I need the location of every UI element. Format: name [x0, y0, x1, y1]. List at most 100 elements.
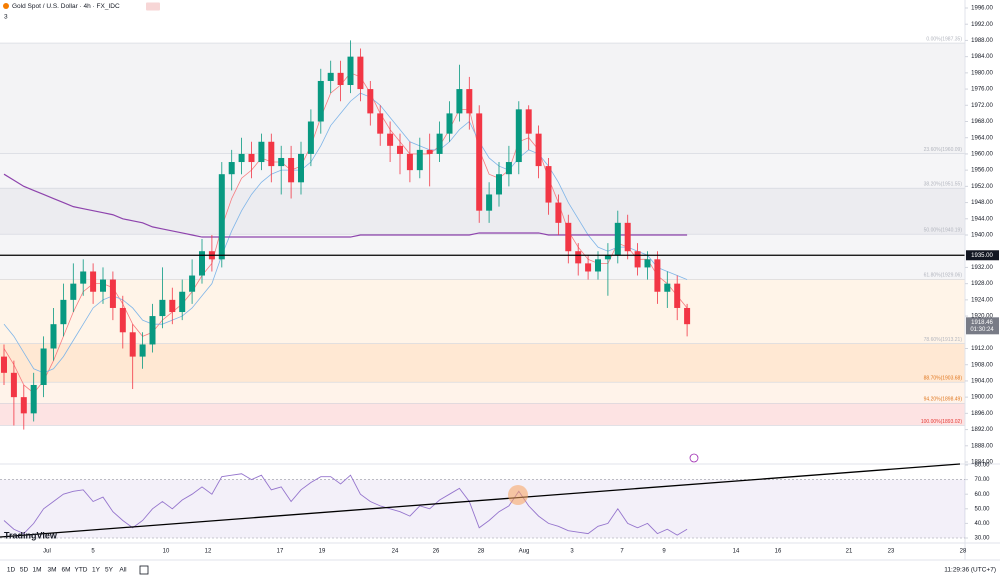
candle-body	[416, 149, 423, 171]
candle-body	[515, 109, 522, 163]
fib-label: 50.00%(1940.19)	[924, 228, 963, 234]
candle-body	[426, 149, 433, 154]
candle-body	[298, 153, 304, 183]
y-tick-label: 1980.00	[971, 70, 993, 76]
y-tick-label: 1884.00	[971, 460, 993, 466]
candle-body	[1, 356, 7, 373]
candle-body	[565, 222, 572, 252]
candle-body	[674, 283, 681, 308]
y-tick-label: 1888.00	[971, 443, 993, 449]
candle-body	[466, 89, 473, 114]
candle-body	[624, 222, 631, 252]
range-button[interactable]: 5D	[20, 567, 29, 574]
range-button[interactable]: 5Y	[105, 567, 114, 574]
y-tick-label: 1900.00	[971, 395, 993, 401]
candle-body	[525, 109, 532, 134]
candle-body	[60, 299, 67, 325]
x-tick-label: 24	[392, 549, 399, 555]
range-button[interactable]: 1M	[32, 567, 41, 574]
fib-zones: 0.00%(1987.35) 23.60%(1960.09) 38.20%(1951…	[0, 36, 965, 426]
y-tick-label: 30.00	[974, 536, 990, 542]
range-button[interactable]: YTD	[75, 567, 88, 574]
rsi-band	[0, 479, 965, 538]
y-tick-label: 1996.00	[971, 6, 993, 12]
candle-body	[456, 89, 463, 114]
range-button[interactable]: All	[119, 567, 127, 574]
candle-body	[614, 222, 621, 256]
toolbar: 1D 5D 1M 3M 6M YTD 1Y 5Y All	[7, 567, 127, 574]
y-tick-label: 1940.00	[971, 233, 993, 239]
symbol-icon	[3, 3, 9, 9]
market-badge[interactable]	[146, 2, 160, 11]
fib-zone	[0, 403, 965, 426]
fib-label: 78.60%(1913.21)	[924, 337, 963, 343]
candle-body	[585, 263, 592, 272]
candle-body	[575, 251, 582, 264]
candle-body	[535, 133, 542, 167]
y-tick-label: 1972.00	[971, 103, 993, 109]
y-tick-label: 1968.00	[971, 119, 993, 125]
candle-body	[406, 153, 413, 171]
candle-body	[476, 113, 483, 211]
y-tick-label: 1960.00	[971, 152, 993, 158]
clock: 11:29:36 (UTC+7)	[944, 567, 996, 574]
y-tick-label: 1908.00	[971, 362, 993, 368]
indicator-line	[3, 473, 688, 536]
fib-label: 100.00%(1893.02)	[921, 419, 962, 425]
candle-body	[248, 153, 255, 163]
x-tick-label: 14	[733, 549, 740, 555]
range-button[interactable]: 3M	[47, 567, 56, 574]
y-tick-label: 1928.00	[971, 281, 993, 287]
candle-body	[268, 141, 275, 167]
x-tick-label: 19	[319, 549, 326, 555]
date-range-icon[interactable]	[139, 565, 149, 575]
candle-body	[505, 162, 512, 175]
x-tick-label: 17	[277, 549, 284, 555]
candle-body	[169, 299, 176, 313]
x-tick-label: 16	[775, 549, 782, 555]
range-button[interactable]: 1Y	[92, 567, 101, 574]
fib-label: 0.00%(1987.35)	[926, 36, 962, 42]
candle-body	[327, 72, 334, 81]
x-tick-label: 7	[620, 549, 624, 555]
y-tick-label: 70.00	[974, 477, 990, 483]
candle-body	[555, 202, 562, 223]
x-tick-label: 5	[91, 549, 95, 555]
indicator-count[interactable]: 3	[4, 14, 8, 21]
candle-body	[218, 174, 225, 260]
candle-body	[199, 251, 205, 276]
y-tick-label: 1944.00	[971, 216, 993, 222]
fib-zone	[0, 153, 965, 189]
alert-icon	[689, 453, 699, 463]
candle-body	[238, 153, 245, 163]
y-tick-label: 1964.00	[971, 135, 993, 141]
y-tick-label: 1988.00	[971, 38, 993, 44]
y-tick-label: 60.00	[974, 492, 990, 498]
candle-body	[634, 251, 641, 268]
brand-logo[interactable]: TradingView	[4, 530, 58, 540]
range-button[interactable]: 6M	[61, 567, 70, 574]
x-tick-label: 3	[570, 549, 574, 555]
hline-label: 1935.00	[971, 253, 993, 259]
price-axis: 1996.00 1992.00 1988.00 1984.00 1980.00 1976.…	[965, 6, 999, 466]
candle-body	[189, 275, 196, 292]
y-tick-label: 80.00	[974, 463, 990, 469]
candle-body	[387, 133, 394, 146]
symbol-title: Gold Spot / U.S. Dollar · 4h · FX_IDC	[12, 3, 120, 10]
indicator-line	[3, 72, 688, 394]
x-tick-label: 28	[478, 549, 485, 555]
y-tick-label: 1904.00	[971, 379, 993, 385]
candle-body	[604, 255, 611, 260]
highlight-circle	[508, 485, 528, 505]
y-tick-label: 1932.00	[971, 265, 993, 271]
y-tick-label: 1984.00	[971, 54, 993, 60]
range-button[interactable]: 1D	[7, 567, 16, 574]
x-tick-label: 26	[433, 549, 440, 555]
last-price-box	[966, 317, 999, 335]
fib-label: 88.70%(1903.68)	[924, 376, 963, 382]
x-tick-label: Jul	[43, 549, 51, 555]
candle-body	[179, 291, 186, 313]
x-tick-label: 12	[205, 549, 212, 555]
y-tick-label: 1952.00	[971, 184, 993, 190]
candle-body	[30, 384, 37, 414]
